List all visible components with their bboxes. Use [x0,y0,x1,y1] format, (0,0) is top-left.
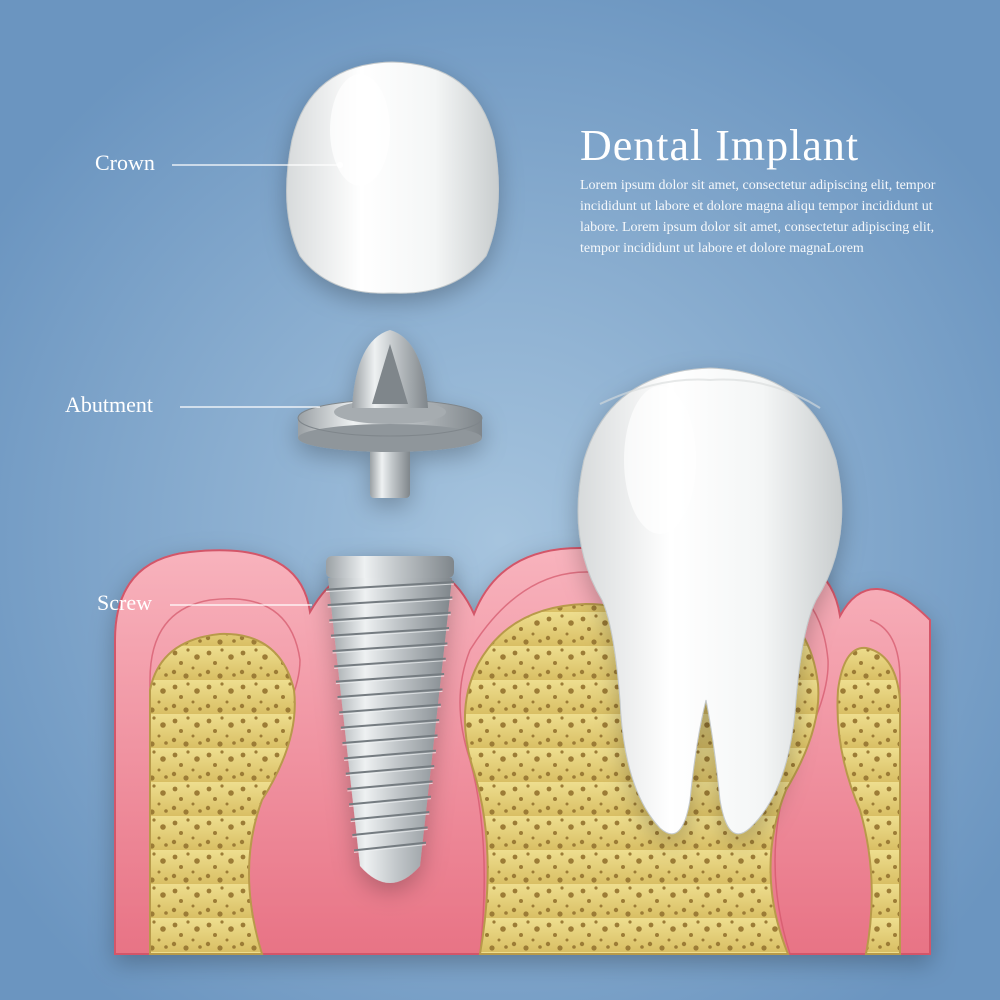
title: Dental Implant [580,120,859,171]
label-screw: Screw [97,590,152,616]
label-abutment: Abutment [65,392,153,418]
infographic-canvas: Dental Implant Lorem ipsum dolor sit ame… [0,0,1000,1000]
implant-crown [287,62,499,293]
label-crown: Crown [95,150,155,176]
body-text: Lorem ipsum dolor sit amet, consectetur … [580,175,960,259]
